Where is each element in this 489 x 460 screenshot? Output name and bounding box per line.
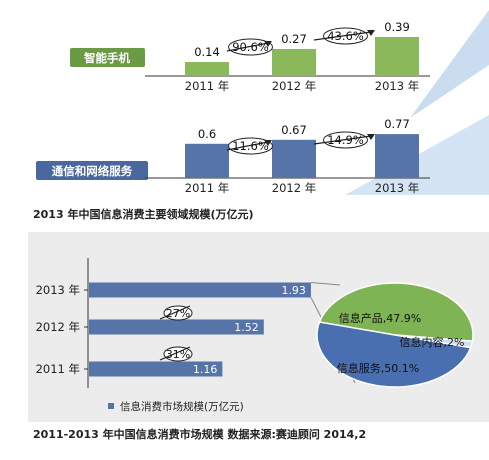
telecom-growth-label-1: 14.9%	[327, 133, 364, 147]
bottom-caption: 2011-2013 年中国信息消费市场规模 数据来源:赛迪顾问 2014,2	[33, 427, 366, 441]
telecom-label-bg	[36, 161, 148, 180]
telecom-category-label-1: 2012 年	[272, 181, 316, 195]
telecom-growth-label-0: 11.6%	[232, 139, 269, 153]
telecom-value-label-2: 0.77	[384, 117, 410, 131]
smartphone-growth-label-0: 90.6%	[232, 40, 269, 54]
smartphone-growth-label-1: 43.6%	[327, 29, 364, 43]
smartphone-label: 智能手机	[84, 51, 130, 65]
telecom-label-badge: 通信和网络服务	[36, 161, 148, 180]
hbar-growth-arrow-1	[159, 346, 191, 361]
pie-connector-top	[310, 282, 341, 286]
smartphone-value-label-1: 0.27	[281, 32, 307, 46]
hbar-value-label-2: 1.16	[193, 363, 218, 376]
pie-slice-0	[318, 282, 474, 342]
hbar-1	[89, 319, 264, 335]
smartphone-bar-0	[185, 62, 229, 76]
telecom-bar-0	[185, 143, 229, 178]
hbar-growth-bubble-0	[163, 305, 193, 321]
smartphone-value-label-0: 0.14	[194, 45, 220, 59]
top-charts: 智能手机 通信和网络服务 0.14 2011 年 0.27 2012 年 0.39 201…	[33, 10, 489, 221]
hbar-growth-label-1: 31%	[166, 348, 190, 361]
hbar-2	[89, 361, 223, 377]
decor-triangle-top	[410, 10, 489, 118]
hbar-growth-arrow-0	[159, 305, 191, 320]
chart1-bars: 0.14 2011 年 0.27 2012 年 0.39 2013 年 90.6% 43.6%	[185, 20, 419, 93]
telecom-category-label-0: 2011 年	[185, 181, 229, 195]
telecom-bar-2	[375, 134, 419, 178]
bottom-chart: 1.93 2013 年 1.52 2012 年 1.16 2011 年 27% 31% 信息产…	[36, 258, 474, 413]
telecom-label: 通信和网络服务	[52, 164, 133, 178]
pie-label-1: 信息内容,2%	[400, 335, 465, 349]
hbar-category-label-1: 2012 年	[36, 320, 80, 334]
hbar-growth-bubble-1	[163, 346, 193, 362]
smartphone-category-label-1: 2012 年	[272, 79, 316, 93]
smartphone-label-bg	[70, 48, 145, 67]
chart2-bars: 0.6 2011 年 0.67 2012 年 0.77 2013 年 11.6% 14.9%	[185, 117, 419, 195]
telecom-growth-arrowhead-1	[367, 134, 375, 140]
smartphone-growth-arrow-0	[226, 42, 269, 52]
telecom-value-label-1: 0.67	[281, 123, 307, 137]
smartphone-label-badge: 智能手机	[70, 48, 145, 67]
pie-label-0: 信息产品,47.9%	[339, 311, 421, 325]
hbar-0	[89, 282, 311, 298]
smartphone-category-label-0: 2011 年	[185, 79, 229, 93]
top-caption: 2013 年中国信息消费主要领域规模(万亿元)	[33, 207, 254, 221]
telecom-category-label-2: 2013 年	[375, 181, 419, 195]
pie-chart: 信息产品,47.9% 信息内容,2% 信息服务,50.1%	[310, 282, 474, 388]
telecom-bar-1	[272, 139, 316, 178]
pie-slice-2	[316, 321, 472, 388]
smartphone-value-label-2: 0.39	[384, 20, 410, 34]
smartphone-bar-2	[375, 37, 419, 76]
telecom-growth-arrow-0	[226, 141, 269, 151]
hbar-value-label-1: 1.52	[234, 321, 259, 334]
hbar-growth-label-0: 27%	[166, 307, 190, 320]
smartphone-category-label-2: 2013 年	[375, 79, 419, 93]
hbar-category-label-0: 2013 年	[36, 283, 80, 297]
smartphone-growth-arrowhead-1	[367, 30, 375, 36]
hbar-series: 1.93 2013 年 1.52 2012 年 1.16 2011 年 27% 31%	[36, 282, 311, 377]
smartphone-growth-arrowhead-0	[264, 41, 272, 47]
telecom-value-label-0: 0.6	[198, 127, 216, 141]
hbar-category-label-2: 2011 年	[36, 362, 80, 376]
smartphone-bar-1	[272, 49, 316, 76]
telecom-growth-arrow-1	[313, 135, 372, 145]
hbar-value-label-0: 1.93	[281, 284, 306, 297]
smartphone-growth-arrow-1	[313, 31, 372, 41]
legend-swatch	[108, 403, 114, 409]
legend-label: 信息消费市场规模(万亿元)	[120, 400, 244, 413]
pie-label-2: 信息服务,50.1%	[337, 361, 419, 375]
telecom-growth-arrowhead-0	[264, 140, 272, 146]
